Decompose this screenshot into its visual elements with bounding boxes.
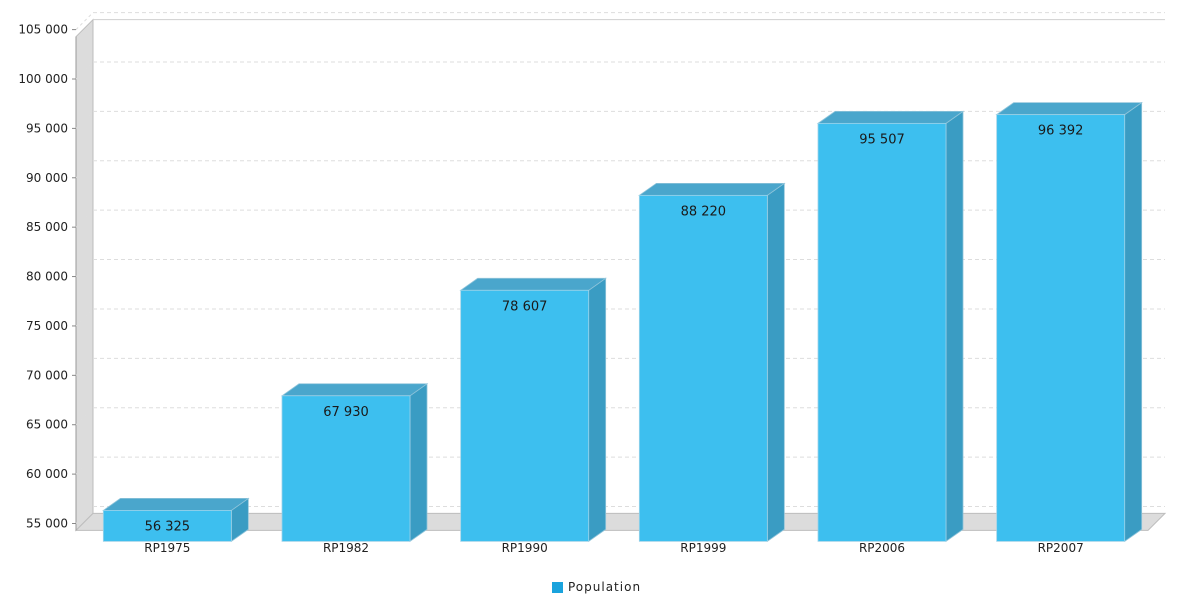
data-label: 96 392 — [1038, 124, 1084, 139]
bar-top — [102, 498, 250, 511]
bars: 56 325 67 930 78 607 88 220 95 507 96 392 — [102, 101, 1143, 543]
data-label: 56 325 — [145, 519, 191, 534]
y-tick-label: 100 000 — [18, 72, 68, 86]
bar-top — [459, 277, 607, 291]
bar-top — [638, 182, 786, 196]
bar-front — [102, 510, 232, 542]
bar-front — [817, 122, 947, 542]
grid-line-side — [75, 407, 94, 426]
data-label: 88 220 — [681, 204, 727, 219]
y-tick-label: 65 000 — [26, 418, 68, 432]
bar-RP2006: 95 507 — [816, 110, 965, 543]
y-tick-label: 85 000 — [26, 220, 68, 234]
bar-RP1975: 56 325 — [102, 497, 250, 543]
grid-lines — [75, 12, 1165, 524]
bar-side — [588, 277, 607, 543]
grid-line-side — [75, 506, 94, 524]
y-axis: 55 000 60 000 65 000 70 000 75 000 80 000 85 0… — [18, 23, 76, 531]
data-label: 67 930 — [323, 405, 369, 420]
x-tick-label: RP1990 — [502, 541, 548, 555]
grid-line-side — [75, 259, 94, 277]
grid-line-side — [75, 209, 94, 228]
y-tick-label: 80 000 — [26, 270, 68, 284]
y-tick-label: 75 000 — [26, 319, 68, 333]
grid-line-side — [75, 61, 94, 80]
bar-top — [995, 102, 1143, 116]
grid-line-side — [75, 12, 94, 30]
y-tick-label: 95 000 — [26, 121, 68, 135]
bar-side — [1124, 101, 1143, 543]
bar-RP1999: 88 220 — [638, 182, 786, 543]
y-tick-label: 60 000 — [26, 467, 68, 481]
y-tick-label: 55 000 — [26, 517, 68, 531]
bar-RP1990: 78 607 — [459, 277, 607, 543]
legend-label-population: Population — [568, 580, 641, 594]
bar-RP1982: 67 930 — [280, 383, 429, 543]
legend-swatch-population — [552, 582, 563, 593]
bar-front — [460, 289, 590, 542]
x-tick-label: RP2006 — [859, 541, 905, 555]
bar-front — [281, 395, 411, 542]
grid-line-side — [75, 111, 94, 129]
grid-line-side — [75, 357, 94, 376]
bar-side — [766, 182, 785, 543]
bar-side — [409, 383, 428, 543]
x-tick-label: RP1999 — [680, 541, 726, 555]
bar-top — [816, 110, 965, 124]
x-tick-label: RP2007 — [1038, 541, 1084, 555]
bar-front — [996, 114, 1126, 542]
bar-top — [280, 383, 429, 397]
x-tick-label: RP1982 — [323, 541, 369, 555]
grid-line-side — [75, 160, 94, 179]
x-axis: RP1975 RP1982 RP1990 RP1999 RP2006 RP2007 — [144, 541, 1083, 555]
y-tick-label: 105 000 — [18, 23, 68, 37]
data-label: 78 607 — [502, 299, 548, 314]
grid-line-side — [75, 308, 94, 327]
bar-side — [945, 110, 964, 543]
bar-RP2007: 96 392 — [995, 101, 1143, 543]
data-label: 95 507 — [859, 132, 905, 147]
y-tick-label: 70 000 — [26, 368, 68, 382]
legend: Population — [552, 580, 641, 594]
y-tick-label: 90 000 — [26, 171, 68, 185]
left-wall — [75, 18, 94, 532]
grid-line-side — [75, 456, 94, 475]
x-tick-label: RP1975 — [144, 541, 190, 555]
bar-front — [638, 194, 768, 542]
